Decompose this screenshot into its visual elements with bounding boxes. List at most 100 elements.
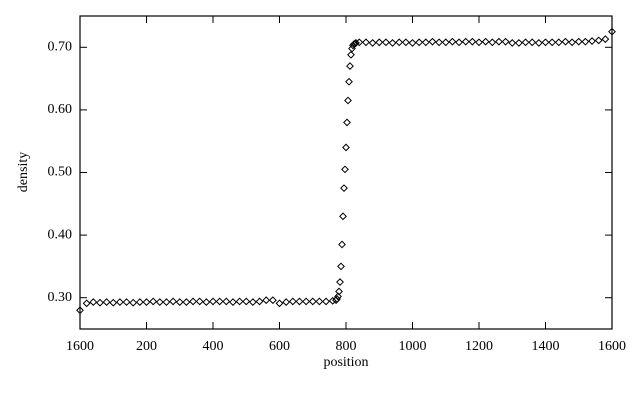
data-point [441, 38, 450, 47]
data-point [455, 38, 463, 47]
y-tick-label: 0.60 [48, 102, 73, 117]
data-point [588, 37, 596, 45]
x-tick-label: 1400 [532, 339, 560, 354]
data-point [336, 278, 344, 286]
data-point [554, 38, 563, 47]
data-point [401, 38, 410, 47]
data-point [338, 240, 346, 249]
data-point [415, 38, 424, 47]
data-point [235, 297, 244, 306]
data-point [209, 297, 217, 306]
data-point [561, 37, 570, 46]
y-tick-label: 0.40 [48, 227, 73, 242]
x-tick-label: 200 [136, 339, 157, 354]
data-point [381, 38, 390, 47]
x-tick-label: 1200 [465, 339, 493, 354]
data-point [337, 262, 345, 271]
data-point [248, 298, 257, 306]
data-point [135, 298, 144, 306]
data-point [468, 37, 477, 46]
data-point [122, 298, 131, 306]
data-point [501, 37, 510, 46]
x-axis-label: position [323, 355, 368, 370]
data-point [461, 37, 470, 46]
data-point [347, 50, 355, 59]
data-point [96, 298, 104, 307]
data-point [222, 297, 231, 306]
data-point [508, 39, 517, 47]
data-point [262, 296, 271, 305]
data-point [594, 36, 603, 45]
data-point [335, 287, 343, 296]
data-point [528, 38, 537, 47]
data-point [368, 39, 377, 47]
data-point [195, 297, 204, 306]
data-point [255, 297, 264, 306]
data-point [229, 298, 237, 306]
data-point [334, 292, 342, 301]
data-point [362, 38, 370, 47]
data-point [435, 38, 444, 47]
data-point [102, 298, 111, 306]
data-point [574, 37, 583, 46]
data-point [344, 96, 352, 105]
data-point [129, 298, 138, 307]
data-point [76, 306, 84, 315]
data-point [343, 118, 351, 127]
data-point [162, 298, 171, 306]
data-point [175, 298, 184, 306]
data-point [534, 39, 543, 47]
x-tick-label: 1600 [598, 339, 626, 354]
data-point [342, 143, 350, 152]
data-point [481, 37, 490, 46]
data-point [169, 297, 178, 306]
data-point [352, 39, 360, 47]
data-point [355, 38, 364, 47]
data-point [322, 297, 330, 306]
x-tick-label: 400 [203, 339, 224, 354]
data-point [288, 297, 297, 306]
data-point [302, 297, 311, 306]
data-point [149, 297, 158, 306]
data-point [475, 38, 483, 47]
data-point [308, 297, 317, 306]
data-point [242, 297, 251, 306]
data-point [89, 298, 98, 306]
data-point [421, 38, 430, 47]
plot-frame [79, 15, 613, 330]
data-point [339, 212, 347, 221]
data-point [341, 165, 349, 174]
data-point [346, 62, 354, 70]
y-tick-label: 0.30 [48, 290, 73, 305]
data-point [345, 77, 353, 86]
y-tick-label: 0.50 [48, 165, 73, 180]
data-point [568, 38, 577, 47]
data-point [109, 298, 118, 307]
data-point [514, 39, 523, 47]
y-tick-label: 0.70 [48, 40, 73, 55]
data-point [375, 38, 384, 47]
data-point [495, 37, 503, 46]
data-point [275, 299, 284, 308]
data-point [395, 38, 404, 47]
data-point [142, 298, 151, 306]
data-point [581, 37, 590, 46]
data-point [282, 298, 291, 306]
data-point [268, 296, 277, 305]
data-point [521, 38, 530, 47]
x-tick-label: 1000 [399, 339, 427, 354]
data-point [202, 298, 211, 306]
data-point [189, 297, 197, 306]
data-point [82, 299, 91, 308]
data-point [295, 297, 304, 306]
data-point [315, 297, 324, 306]
data-point [115, 298, 124, 306]
data-point [488, 38, 497, 47]
y-axis-label: density [16, 152, 31, 192]
data-point [182, 298, 191, 306]
data-point [608, 27, 616, 36]
data-point [340, 184, 348, 193]
data-point [215, 297, 224, 306]
